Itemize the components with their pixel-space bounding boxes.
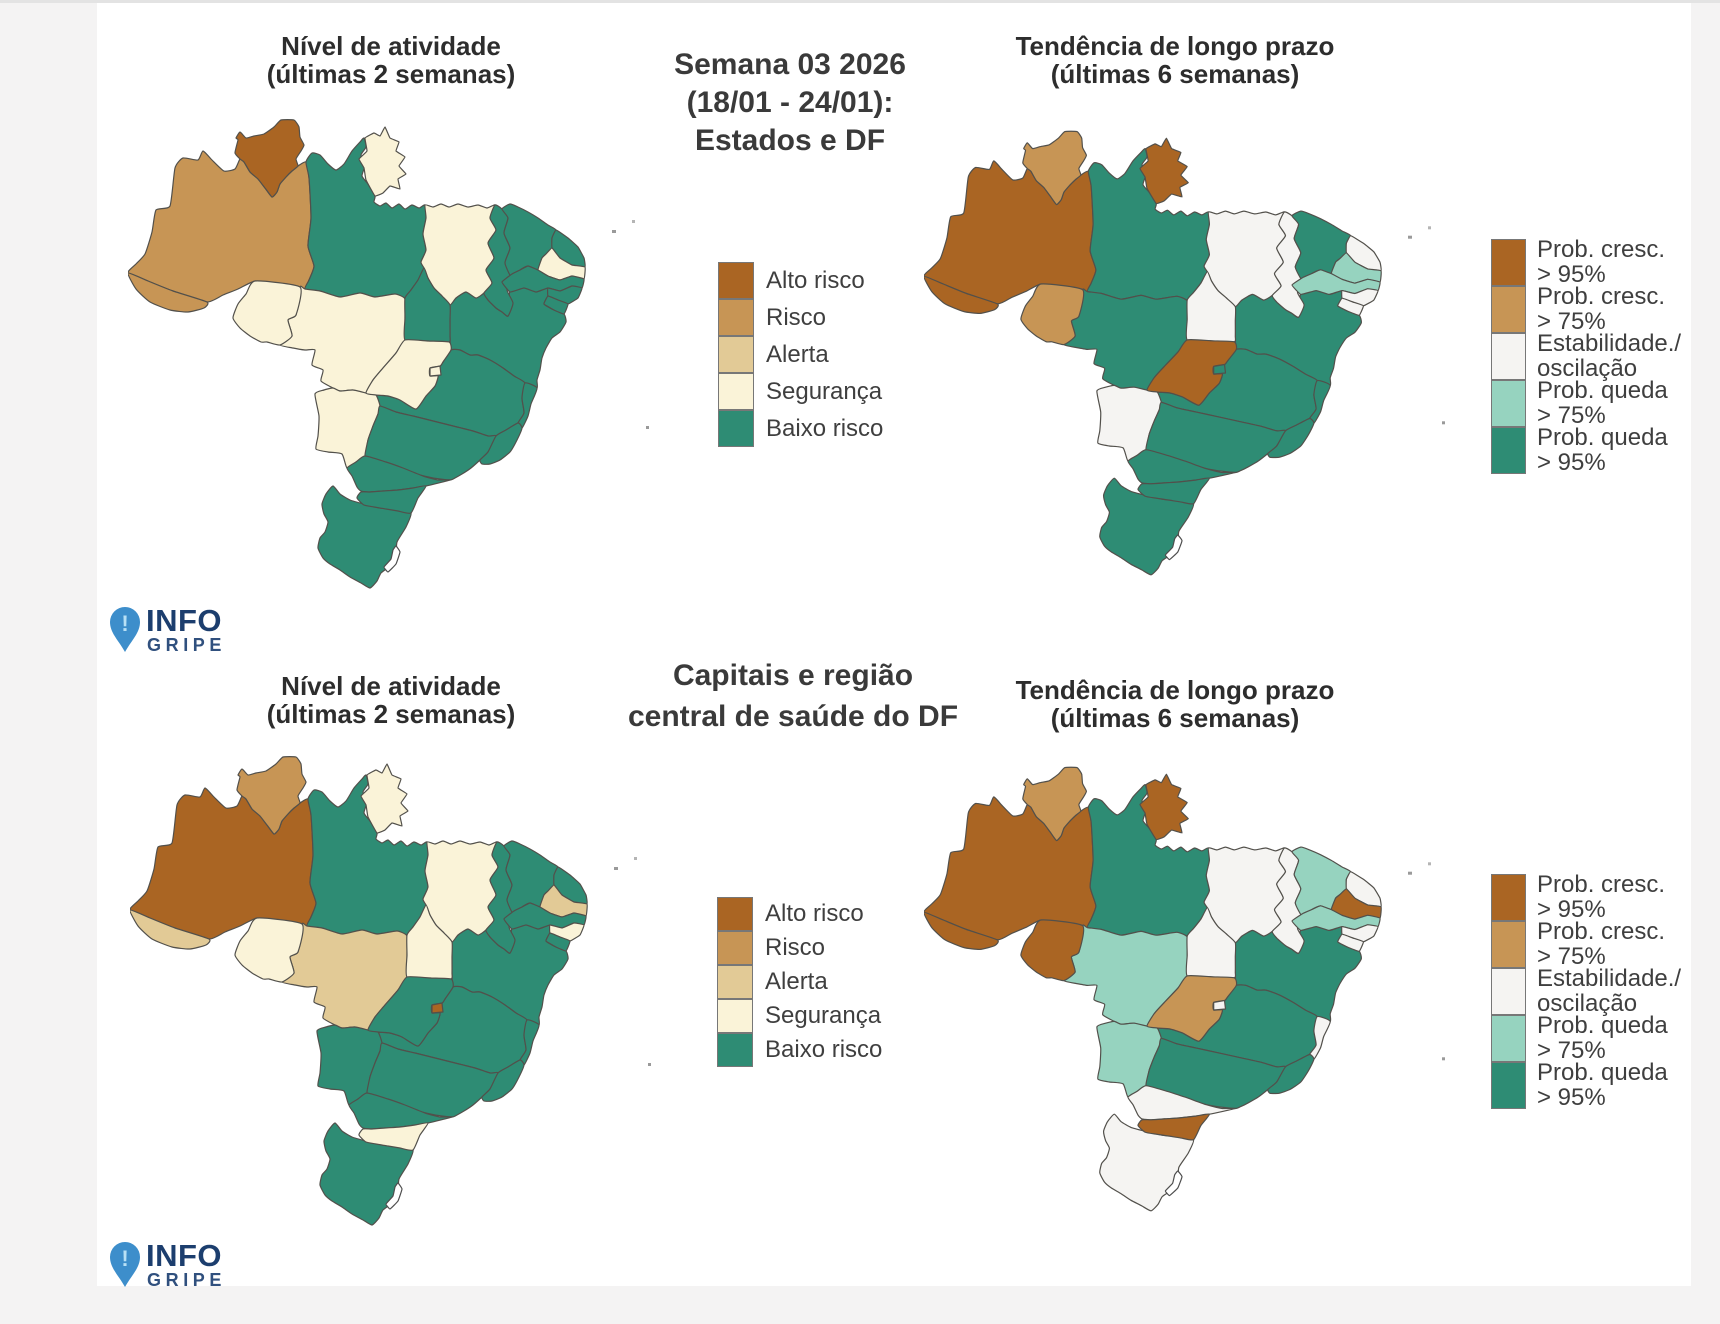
svg-text:!: ! [121, 611, 128, 636]
svg-text:!: ! [121, 1246, 128, 1271]
